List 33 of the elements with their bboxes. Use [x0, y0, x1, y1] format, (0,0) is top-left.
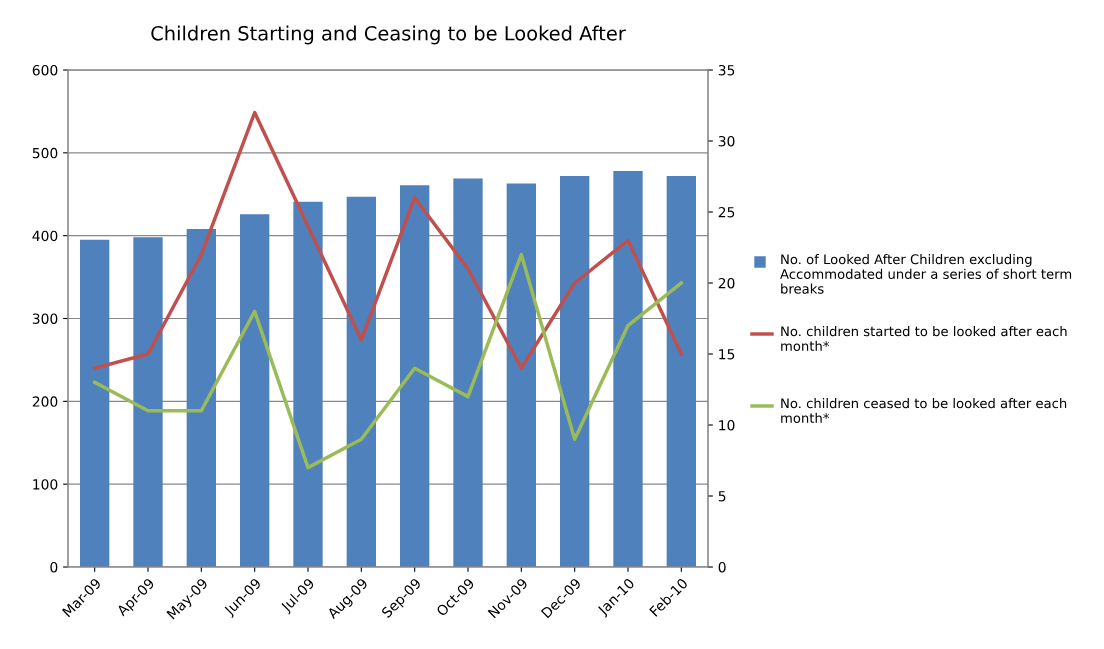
bar: [80, 239, 110, 567]
bar: [400, 185, 430, 567]
y2-tick-label: 15: [719, 349, 735, 360]
chart-title: Children Starting and Ceasing to be Looked After: [151, 25, 626, 45]
y-tick-label: 200: [32, 396, 58, 407]
bar: [666, 176, 696, 567]
bar: [560, 176, 590, 567]
y2-tick-label: 10: [719, 419, 735, 431]
y2-tick-label: 0: [718, 561, 726, 573]
y2-tick-label: 5: [718, 491, 726, 502]
bar: [186, 229, 216, 567]
y-tick-label: 600: [32, 64, 58, 76]
bar: [293, 201, 323, 567]
legend-label: No. children ceased to be looked after each month*: [781, 398, 1067, 423]
y2-tick-label: 20: [718, 277, 735, 289]
line-series: [92, 110, 684, 370]
bar: [133, 237, 163, 567]
line-series: [92, 252, 684, 470]
legend-label: No. children started to be looked after each month*: [781, 326, 1067, 351]
bar: [613, 171, 643, 567]
bar: [453, 178, 483, 567]
y-tick-label: 300: [32, 313, 58, 324]
y-tick-label: 0: [50, 561, 58, 573]
bar: [346, 196, 376, 567]
bar: [506, 183, 536, 567]
y-tick-label: 400: [32, 230, 58, 242]
y2-tick-label: 35: [718, 64, 735, 76]
bar: [240, 214, 270, 567]
y-tick-label: 500: [32, 147, 58, 159]
y2-tick-label: 30: [718, 135, 735, 147]
y-tick-label: 100: [33, 479, 58, 490]
legend-label: No. of Looked After Children excluding Accommodated under a series of short term breaks: [780, 254, 1072, 294]
y2-tick-label: 25: [718, 206, 735, 218]
